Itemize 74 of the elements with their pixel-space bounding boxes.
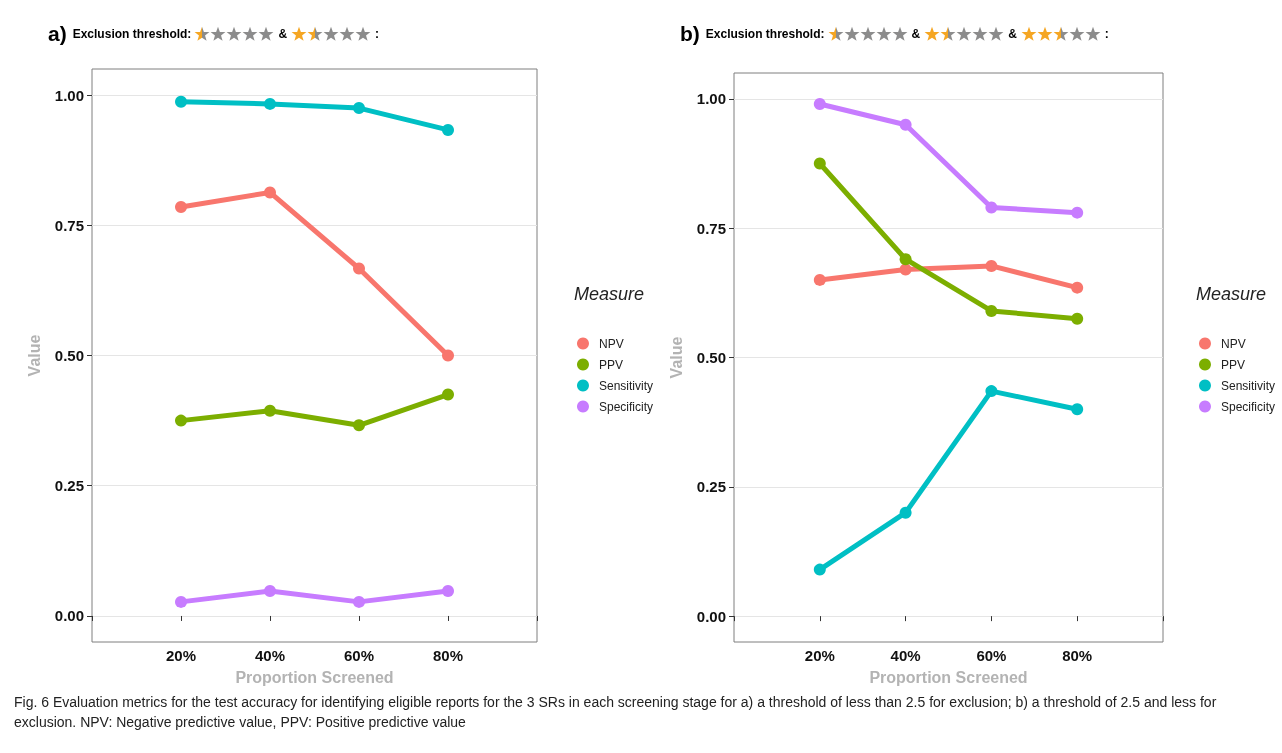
caption: Fig. 6 Evaluation metrics for the test accuracy for identifying eligible reports for the 3 SRs in each screening stage for a) a threshold of less than 2.5 for exclusion; b) a threshold of 2.5 and less for exclusion. NPV: Negative predictive value, PPV: Positive predictive value: [14, 693, 1218, 732]
point: [899, 263, 912, 276]
text: :: [1104, 27, 1109, 41]
x-axis-title: Proportion Screened: [235, 668, 394, 686]
point: [985, 259, 998, 272]
text: &: [911, 27, 921, 41]
chart-subtitle: Exclusion threshold:: [72, 27, 192, 41]
x-tick-label: 20%: [165, 647, 197, 664]
text: &: [278, 27, 288, 41]
legend-label: NPV: [1220, 336, 1246, 351]
y-tick-label: 0.00: [696, 607, 726, 625]
chart-title: b): [680, 22, 700, 46]
point: [442, 584, 454, 597]
x-axis-title: Proportion Screened: [869, 668, 1028, 686]
chart-title: a): [48, 22, 67, 46]
x-tick-label: 20%: [804, 647, 835, 664]
point: [175, 595, 187, 608]
legend-label: PPV: [1220, 357, 1245, 372]
x-tick-label: 40%: [890, 647, 921, 664]
x-tick-label: 80%: [432, 647, 464, 664]
point: [442, 349, 454, 362]
legend-label: PPV: [598, 357, 623, 372]
point: [175, 201, 187, 214]
legend-label: Sensitivity: [1220, 378, 1276, 393]
point: [1071, 206, 1084, 219]
point: [813, 157, 826, 170]
y-tick-label: 1.00: [54, 86, 84, 104]
point: [353, 102, 365, 115]
point: [353, 419, 365, 432]
y-tick-label: 0.50: [54, 347, 84, 364]
point: [813, 563, 826, 576]
point: [899, 506, 912, 519]
point: [353, 595, 365, 608]
point: [264, 404, 276, 417]
y-tick-label: 0.75: [54, 216, 84, 234]
legend-title: Measure: [573, 284, 644, 304]
legend-label: Sensitivity: [598, 378, 654, 393]
legend-title: Measure: [1195, 284, 1266, 304]
chart-subtitle: Exclusion threshold:: [705, 27, 825, 41]
point: [813, 273, 826, 286]
legend-label: NPV: [598, 336, 624, 351]
y-tick-label: 0.25: [696, 478, 726, 496]
point: [1071, 312, 1084, 325]
y-tick-label: 0.50: [696, 349, 726, 366]
x-tick-label: 80%: [1062, 647, 1093, 664]
point: [264, 97, 276, 110]
point: [1071, 281, 1084, 294]
y-tick-label: 0.75: [696, 219, 726, 237]
point: [442, 388, 454, 401]
point: [1071, 403, 1084, 416]
x-tick-label: 60%: [343, 647, 375, 664]
y-tick-label: 0.00: [54, 607, 84, 625]
text: &: [1008, 27, 1017, 41]
y-axis-title: Value: [667, 336, 685, 379]
point: [813, 98, 826, 111]
point: [985, 385, 998, 398]
point: [985, 201, 998, 214]
x-tick-label: 40%: [254, 647, 286, 664]
legend-label: Specificity: [1220, 399, 1276, 414]
y-tick-label: 1.00: [696, 90, 726, 108]
legend-label: Specificity: [598, 399, 654, 414]
point: [353, 262, 365, 275]
x-tick-label: 60%: [976, 647, 1007, 664]
y-tick-label: 0.25: [54, 477, 84, 495]
point: [175, 95, 187, 108]
point: [442, 123, 454, 136]
point: [985, 304, 998, 317]
text: :: [375, 27, 380, 41]
point: [899, 118, 912, 131]
point: [175, 414, 187, 427]
point: [264, 186, 276, 199]
point: [899, 253, 912, 266]
y-axis-title: Value: [25, 334, 43, 377]
point: [264, 584, 276, 597]
